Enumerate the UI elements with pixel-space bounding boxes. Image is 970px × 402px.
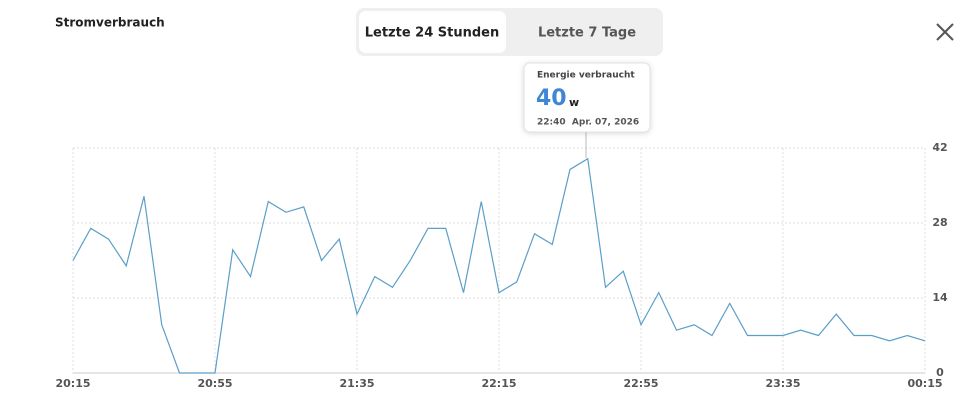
x-tick-label: 23:35	[765, 377, 800, 390]
x-tick-label: 21:35	[339, 377, 374, 390]
tooltip	[523, 62, 651, 133]
data-line	[72, 157, 926, 374]
tooltip-time: 22:40 Apr. 07, 2026	[537, 118, 639, 128]
plot: 0 14 28 42 20:15 20:55 21:35 22:15 22:55 23:35 00:…	[55, 141, 948, 390]
tab[interactable]: Letzte 7 Tage	[538, 26, 636, 41]
tooltip-label: Energie verbraucht	[537, 71, 635, 81]
x-tick-label: 22:55	[623, 377, 658, 390]
tooltip-unit: w	[569, 96, 579, 109]
page-title: Stromverbrauch	[55, 16, 165, 30]
y-tick-label: 28	[932, 216, 947, 229]
x-tick-label: 00:15	[907, 377, 942, 390]
y-tick-label: 14	[932, 291, 948, 304]
y-tick-label: 42	[932, 141, 947, 154]
x-tick-label: 20:15	[55, 377, 90, 390]
close-button[interactable]	[936, 23, 954, 41]
x-tick-label: 20:55	[197, 377, 232, 390]
tab[interactable]: Letzte 24 Stunden	[365, 26, 500, 41]
x-tick-label: 22:15	[481, 377, 516, 390]
tooltip-value: 40	[536, 86, 567, 111]
y-tick-label: 0	[936, 366, 944, 379]
active-tab-bg	[359, 11, 506, 53]
